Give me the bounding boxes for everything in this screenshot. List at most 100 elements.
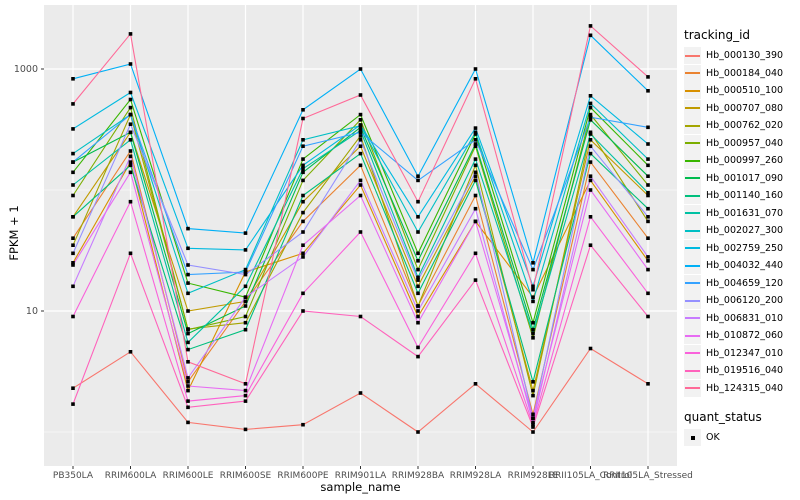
data-point <box>186 272 190 277</box>
y-tick-labels: 10 1000 <box>14 64 38 317</box>
data-point <box>71 127 75 131</box>
legend-key-line-icon <box>685 352 700 355</box>
data-point <box>186 420 190 425</box>
data-point <box>531 267 535 272</box>
data-point <box>71 102 75 106</box>
legend-entry-Hb_001140_160: Hb_001140_160 <box>684 187 798 205</box>
data-point <box>71 193 75 198</box>
data-point <box>531 327 535 332</box>
data-point <box>186 405 190 410</box>
data-point <box>416 267 420 272</box>
data-point <box>358 134 363 138</box>
data-point <box>243 320 248 325</box>
data-point <box>186 226 190 231</box>
data-point <box>531 430 535 434</box>
data-point <box>473 251 478 256</box>
black-square-point-icon <box>690 435 695 440</box>
data-point <box>588 115 593 119</box>
data-point <box>358 93 363 97</box>
legend-key-line-icon <box>685 264 700 267</box>
data-point <box>416 178 420 183</box>
data-point <box>71 77 75 81</box>
data-point <box>588 105 593 110</box>
data-point <box>531 388 535 393</box>
legend-key-line-icon <box>685 299 700 302</box>
legend-entry-Hb_006831_010: Hb_006831_010 <box>684 309 798 328</box>
data-point <box>531 425 535 429</box>
data-point <box>71 183 75 187</box>
data-point <box>531 393 535 398</box>
data-point <box>531 295 535 299</box>
data-point <box>646 190 650 195</box>
data-point <box>531 422 535 427</box>
legend-entry-label: Hb_000997_260 <box>706 155 784 167</box>
legend-key <box>684 239 701 257</box>
data-point <box>243 299 248 304</box>
data-point <box>416 284 420 289</box>
data-point <box>186 340 190 345</box>
data-point <box>588 243 593 247</box>
legend-key <box>684 64 701 82</box>
data-point <box>128 32 133 36</box>
data-point <box>531 284 535 289</box>
data-point <box>646 382 650 386</box>
data-points <box>71 24 650 434</box>
data-point <box>646 174 650 178</box>
data-point <box>301 166 305 171</box>
legend-key <box>684 204 701 222</box>
legend-key-line-icon <box>685 212 700 215</box>
axis-ticks <box>41 68 649 469</box>
data-point <box>301 199 305 204</box>
legend-entry-label: Hb_001140_160 <box>706 190 784 202</box>
data-point <box>301 309 305 313</box>
legend-key <box>684 292 701 310</box>
data-point <box>473 138 478 142</box>
data-point <box>646 183 650 187</box>
data-point <box>301 157 305 161</box>
legend-entry-label: Hb_001631_070 <box>706 207 784 219</box>
legend-key-line-icon <box>685 247 700 250</box>
data-point <box>416 215 420 219</box>
data-point <box>186 327 190 332</box>
legend-key <box>684 222 701 240</box>
data-point <box>71 170 75 175</box>
data-point <box>128 163 133 168</box>
data-point <box>416 291 420 296</box>
data-point <box>243 393 248 398</box>
legend-key <box>684 344 701 362</box>
legend-entry-label: Hb_002027_300 <box>706 225 784 237</box>
data-point <box>71 314 75 319</box>
data-point <box>416 230 420 234</box>
legend-entry-label: Hb_010872_060 <box>706 330 784 342</box>
data-point <box>301 255 305 259</box>
x-tick-label: RRIM600LA <box>105 471 157 481</box>
data-point <box>358 163 363 168</box>
legend-key <box>684 379 701 397</box>
legend-key-line-icon <box>685 89 700 92</box>
legend-key-line-icon <box>685 387 700 390</box>
data-point <box>186 399 190 403</box>
data-point <box>531 331 535 336</box>
data-point <box>473 174 478 178</box>
data-point <box>358 118 363 122</box>
legend-key-line-icon <box>685 229 700 232</box>
data-point <box>358 314 363 319</box>
legend-key-line-icon <box>685 142 700 145</box>
data-point <box>243 327 248 332</box>
legend-entry-label: Hb_004659_120 <box>706 277 784 289</box>
legend-key-line-icon <box>685 369 700 372</box>
data-point <box>646 89 650 93</box>
data-point <box>186 384 190 388</box>
legend-key-line-icon <box>685 159 700 162</box>
data-point <box>186 376 190 380</box>
data-point <box>531 299 535 304</box>
legend-entry-Hb_000510_100: Hb_000510_100 <box>684 82 798 100</box>
x-axis-title: sample_name <box>320 480 401 494</box>
data-point <box>588 112 593 117</box>
data-point <box>301 193 305 198</box>
data-point <box>531 320 535 325</box>
legend-entry-Hb_000184_040: Hb_000184_040 <box>684 64 798 83</box>
legend-entry-Hb_012347_010: Hb_012347_010 <box>684 344 798 363</box>
legend-entry-Hb_001631_070: Hb_001631_070 <box>684 204 798 223</box>
